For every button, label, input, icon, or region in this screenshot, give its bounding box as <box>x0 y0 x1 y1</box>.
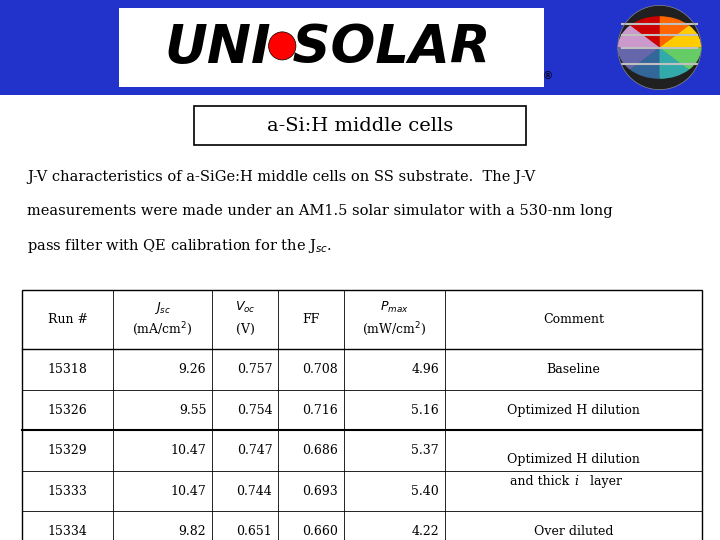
Text: Comment: Comment <box>543 313 604 326</box>
Text: Optimized H dilution: Optimized H dilution <box>507 453 640 465</box>
Wedge shape <box>660 16 689 48</box>
Text: i: i <box>574 475 578 488</box>
Text: 0.660: 0.660 <box>302 525 338 538</box>
Wedge shape <box>631 18 660 48</box>
Text: 0.651: 0.651 <box>237 525 272 538</box>
Wedge shape <box>660 48 699 69</box>
Ellipse shape <box>618 5 701 90</box>
Text: $V_{oc}$: $V_{oc}$ <box>235 300 256 315</box>
Text: 0.754: 0.754 <box>237 403 272 417</box>
Wedge shape <box>631 48 660 77</box>
Text: measurements were made under an AM1.5 solar simulator with a 530-nm long: measurements were made under an AM1.5 so… <box>27 204 613 218</box>
Text: UNI-SOLAR: UNI-SOLAR <box>164 22 491 73</box>
Wedge shape <box>660 18 688 48</box>
Wedge shape <box>660 48 688 77</box>
Text: (mA/cm$^2$): (mA/cm$^2$) <box>132 321 193 338</box>
Text: (mW/cm$^2$): (mW/cm$^2$) <box>362 321 427 338</box>
Text: 5.16: 5.16 <box>411 403 439 417</box>
Text: Run #: Run # <box>48 313 88 326</box>
Bar <box>194 106 526 145</box>
Wedge shape <box>660 25 701 48</box>
Text: FF: FF <box>302 313 320 326</box>
Text: 0.744: 0.744 <box>237 484 272 498</box>
Text: 0.747: 0.747 <box>237 444 272 457</box>
Text: 4.22: 4.22 <box>411 525 439 538</box>
Bar <box>0 95 720 540</box>
Wedge shape <box>660 26 699 48</box>
Text: Optimized H dilution: Optimized H dilution <box>507 403 640 417</box>
Text: 5.40: 5.40 <box>411 484 439 498</box>
Text: 9.82: 9.82 <box>179 525 207 538</box>
Text: $P_{max}$: $P_{max}$ <box>380 300 409 315</box>
Wedge shape <box>620 26 660 48</box>
Text: 0.757: 0.757 <box>237 363 272 376</box>
Text: 15334: 15334 <box>48 525 87 538</box>
Text: and thick: and thick <box>510 475 573 488</box>
Text: 15333: 15333 <box>48 484 87 498</box>
Text: $J_{sc}$: $J_{sc}$ <box>154 300 171 316</box>
Bar <box>0 0 720 95</box>
Text: J-V characteristics of a-SiGe:H middle cells on SS substrate.  The J-V: J-V characteristics of a-SiGe:H middle c… <box>27 170 536 184</box>
Wedge shape <box>660 48 701 70</box>
Wedge shape <box>630 48 660 79</box>
Text: 15318: 15318 <box>48 363 87 376</box>
Wedge shape <box>660 48 689 79</box>
Wedge shape <box>630 16 660 48</box>
Text: 9.26: 9.26 <box>179 363 207 376</box>
Text: 0.686: 0.686 <box>302 444 338 457</box>
Text: (V): (V) <box>235 323 255 336</box>
Text: 9.55: 9.55 <box>179 403 207 417</box>
Text: 15326: 15326 <box>48 403 87 417</box>
Text: 0.716: 0.716 <box>302 403 338 417</box>
Text: 10.47: 10.47 <box>171 484 207 498</box>
Wedge shape <box>620 48 660 69</box>
Wedge shape <box>618 25 660 48</box>
Text: 4.96: 4.96 <box>411 363 439 376</box>
Text: pass filter with QE calibration for the J$_{sc}$.: pass filter with QE calibration for the … <box>27 237 333 255</box>
Text: ®: ® <box>542 71 552 82</box>
Text: 5.37: 5.37 <box>411 444 439 457</box>
Bar <box>22 290 702 540</box>
Ellipse shape <box>269 32 296 60</box>
Text: 10.47: 10.47 <box>171 444 207 457</box>
Text: 15329: 15329 <box>48 444 87 457</box>
Text: a-Si:H middle cells: a-Si:H middle cells <box>267 117 453 134</box>
Text: 0.693: 0.693 <box>302 484 338 498</box>
Wedge shape <box>618 48 660 70</box>
Text: Baseline: Baseline <box>546 363 600 376</box>
Text: Over diluted: Over diluted <box>534 525 613 538</box>
Bar <box>119 8 544 87</box>
Text: 0.708: 0.708 <box>302 363 338 376</box>
Text: layer: layer <box>586 475 622 488</box>
